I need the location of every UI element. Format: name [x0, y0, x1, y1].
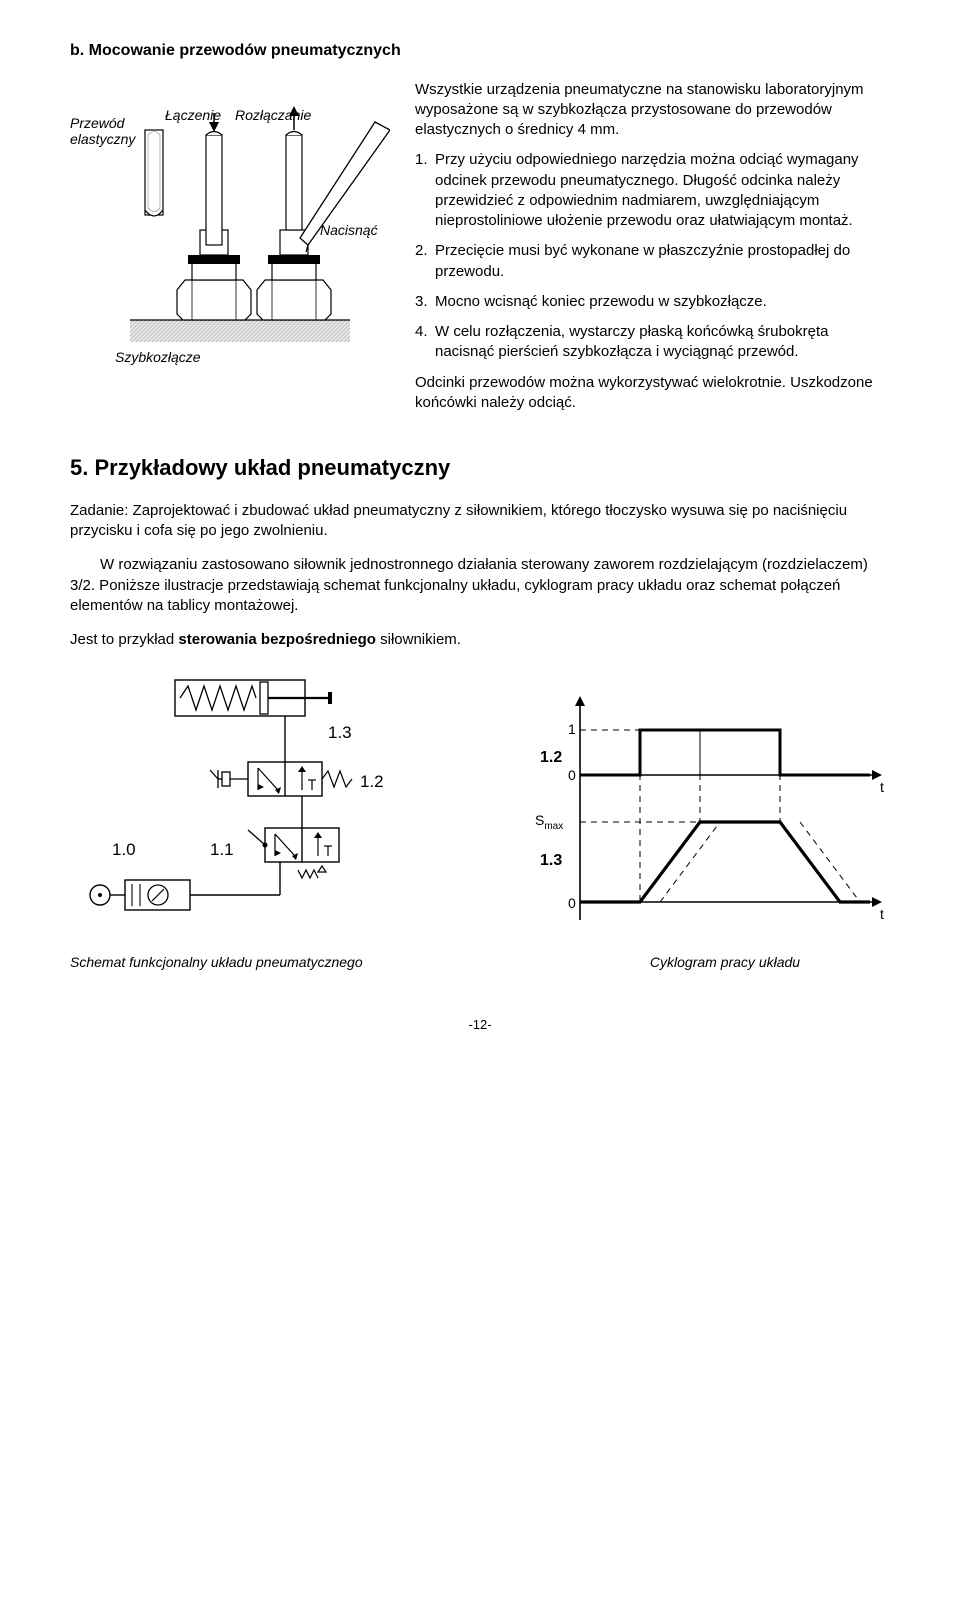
- p3-suffix: siłownikiem.: [376, 631, 461, 648]
- schematic-block: 1.3: [70, 670, 410, 971]
- label-rozlaczanie: Rozłączanie: [235, 107, 311, 123]
- cylinder: [175, 680, 332, 762]
- schematic-svg: 1.3: [70, 670, 410, 940]
- label-nacisnac: Nacisnąć: [320, 222, 378, 238]
- label-laczenie: Łączenie: [165, 107, 221, 123]
- label-13: 1.3: [328, 723, 352, 742]
- cyc-y-1: 1: [568, 721, 576, 737]
- label-przewod: Przewódelastyczny: [70, 115, 136, 147]
- cyc-label-12: 1.2: [540, 749, 562, 766]
- schematic-caption: Schemat funkcjonalny układu pneumatyczne…: [70, 953, 410, 972]
- label-11: 1.1: [210, 840, 234, 859]
- figures-row: 1.3: [70, 670, 890, 971]
- p3-bold: sterowania bezpośredniego: [178, 631, 376, 648]
- list-item: 4.W celu rozłączenia, wystarczy płaską k…: [415, 322, 890, 363]
- section5-p3: Jest to przykład sterowania bezpośrednie…: [70, 630, 890, 650]
- supply-10: [90, 880, 190, 910]
- ground-hatch: [130, 320, 350, 342]
- list-item: 2.Przecięcie musi być wykonane w płaszcz…: [415, 241, 890, 282]
- page-number: -12-: [70, 1016, 890, 1034]
- cyclogram-block: 1.2 1 0 t Smax 1.3 0 t: [500, 690, 890, 971]
- cyc-t2: t: [880, 906, 884, 922]
- section5-p1: Zadanie: Zaprojektować i zbudować układ …: [70, 501, 890, 542]
- numbered-list: 1.Przy użyciu odpowiedniego narzędzia mo…: [415, 150, 890, 362]
- intro-paragraph: Wszystkie urządzenia pneumatyczne na sta…: [415, 80, 890, 141]
- fitting-right: [257, 106, 390, 320]
- fitting-middle: [177, 113, 251, 320]
- p3-prefix: Jest to przykład: [70, 631, 178, 648]
- connector-svg: Przewódelastyczny Łączenie Rozłączanie N…: [70, 80, 390, 380]
- text-column: Wszystkie urządzenia pneumatyczne na sta…: [415, 80, 890, 414]
- section-b-title: b. Mocowanie przewodów pneumatycznych: [70, 40, 890, 62]
- cyc-y-0a: 0: [568, 767, 576, 783]
- valve-12: [210, 762, 352, 818]
- list-item: 1.Przy użyciu odpowiedniego narzędzia mo…: [415, 150, 890, 231]
- cyc-y-0b: 0: [568, 895, 576, 911]
- label-10: 1.0: [112, 840, 136, 859]
- section-b-body: Przewódelastyczny Łączenie Rozłączanie N…: [70, 80, 890, 414]
- cyclogram-caption: Cyklogram pracy układu: [560, 953, 890, 972]
- list-item: 3.Mocno wcisnąć koniec przewodu w szybko…: [415, 292, 890, 312]
- section5-heading: 5. Przykładowy układ pneumatyczny: [70, 453, 890, 483]
- label-szybkozlacze: Szybkozłącze: [115, 349, 201, 365]
- cyc-label-13: 1.3: [540, 852, 562, 869]
- section5-p2: W rozwiązaniu zastosowano siłownik jedno…: [70, 555, 890, 616]
- cyclogram-svg: 1.2 1 0 t Smax 1.3 0 t: [500, 690, 890, 940]
- cyc-smax: Smax: [535, 812, 563, 832]
- closing-paragraph: Odcinki przewodów można wykorzystywać wi…: [415, 373, 890, 414]
- tube-left: [145, 130, 163, 216]
- label-12: 1.2: [360, 772, 384, 791]
- cyc-t1: t: [880, 779, 884, 795]
- diagram-connector: Przewódelastyczny Łączenie Rozłączanie N…: [70, 80, 390, 414]
